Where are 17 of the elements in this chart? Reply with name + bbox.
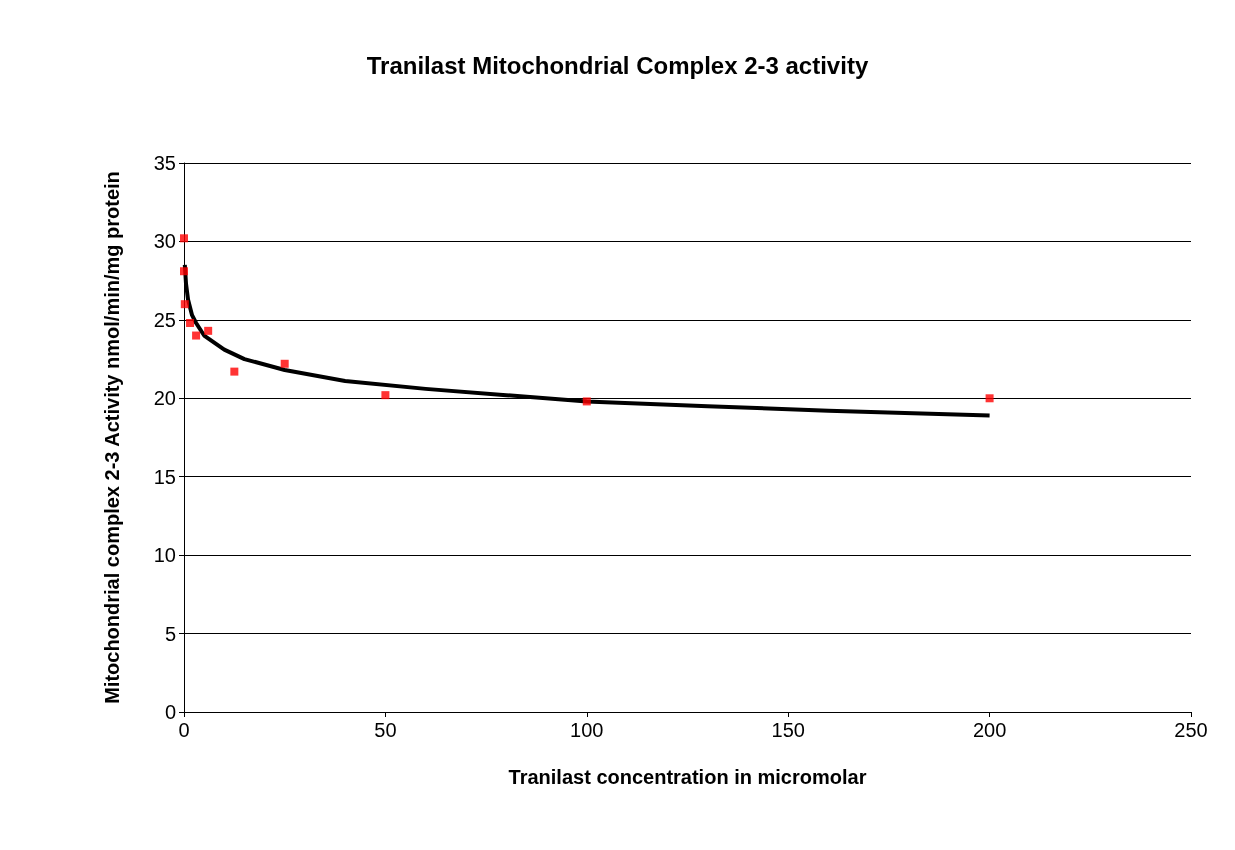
x-tick-label: 100	[570, 719, 604, 741]
y-tick-label: 30	[153, 230, 176, 253]
y-tick-label: 15	[153, 465, 176, 488]
y-tick-label: 25	[153, 308, 176, 331]
y-tick-label: 20	[153, 387, 176, 410]
y-tick-label: 0	[164, 701, 176, 723]
x-tick-label: 50	[374, 719, 397, 741]
x-tick-label: 250	[1174, 719, 1208, 741]
x-tick-label: 150	[771, 719, 805, 741]
y-tick-label: 10	[153, 544, 176, 567]
chart-title: Tranilast Mitochondrial Complex 2-3 activity	[366, 51, 869, 79]
x-axis-title: Tranilast concentration in micromolar	[508, 766, 867, 788]
y-axis-title: Mitochondrial complex 2-3 Activity nmol/min/mg protein	[101, 171, 123, 704]
x-tick-label: 200	[972, 719, 1007, 741]
x-tick-label: 0	[178, 719, 190, 741]
y-tick-label: 5	[164, 622, 176, 645]
y-tick-label: 35	[153, 152, 176, 174]
